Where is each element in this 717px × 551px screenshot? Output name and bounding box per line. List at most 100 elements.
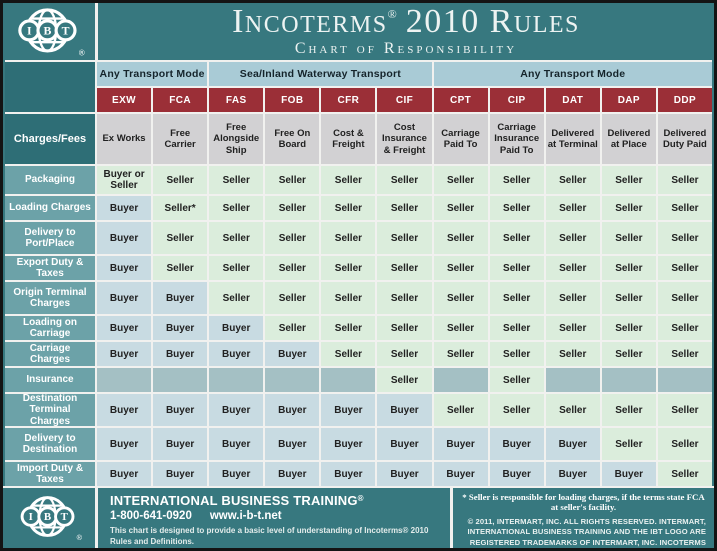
cell-loading-charges-CIP: Seller xyxy=(489,196,544,220)
cell-export-duty-taxes-EXW: Buyer xyxy=(97,256,152,280)
column-header-DDP: DDP xyxy=(657,88,712,112)
cell-loading-on-carriage-CIF: Seller xyxy=(377,316,432,340)
cell-import-duty-taxes-FAS: Buyer xyxy=(209,462,264,486)
cell-import-duty-taxes-DAP: Buyer xyxy=(601,462,656,486)
cell-delivery-to-destination-CIF: Buyer xyxy=(377,428,432,460)
cell-loading-on-carriage-CPT: Seller xyxy=(433,316,488,340)
row-header-insurance: Insurance xyxy=(5,368,95,392)
footer-legal-block: * Seller is responsible for loading char… xyxy=(453,488,714,548)
cell-insurance-FCA xyxy=(153,368,208,392)
cell-delivery-to-port-place-EXW: Buyer xyxy=(97,222,152,254)
fca-footnote: * Seller is responsible for loading char… xyxy=(462,492,705,512)
column-desc-FCA: Free Carrier xyxy=(153,114,208,164)
cell-carriage-charges-FAS: Buyer xyxy=(209,342,264,366)
cell-delivery-to-port-place-FOB: Seller xyxy=(265,222,320,254)
cell-import-duty-taxes-CIP: Buyer xyxy=(489,462,544,486)
svg-text:I: I xyxy=(27,23,32,37)
cell-insurance-DDP xyxy=(657,368,712,392)
cell-loading-charges-DAT: Seller xyxy=(545,196,600,220)
page-footer: I B T ® INTERNATIONAL BUSINESS TRAINING®… xyxy=(3,486,714,548)
svg-text:B: B xyxy=(44,511,51,523)
cell-delivery-to-destination-FCA: Buyer xyxy=(153,428,208,460)
column-desc-CIP: Carriage Insurance Paid To xyxy=(489,114,544,164)
cell-packaging-DDP: Seller xyxy=(657,166,712,194)
cell-loading-on-carriage-FCA: Buyer xyxy=(153,316,208,340)
cell-export-duty-taxes-FAS: Seller xyxy=(209,256,264,280)
website-link[interactable]: www.i-b-t.net xyxy=(209,510,282,522)
cell-carriage-charges-DAP: Seller xyxy=(601,342,656,366)
row-header-packaging: Packaging xyxy=(5,166,95,194)
cell-delivery-to-destination-DAT: Buyer xyxy=(545,428,600,460)
column-header-DAP: DAP xyxy=(601,88,656,112)
cell-delivery-to-destination-EXW: Buyer xyxy=(97,428,152,460)
svg-text:T: T xyxy=(62,23,70,37)
cell-packaging-DAT: Seller xyxy=(545,166,600,194)
cell-origin-terminal-charges-DAP: Seller xyxy=(601,282,656,314)
cell-destination-terminal-charges-FCA: Buyer xyxy=(153,394,208,426)
transport-mode-group-0: Any Transport Mode xyxy=(97,62,208,86)
cell-destination-terminal-charges-DDP: Seller xyxy=(657,394,712,426)
cell-export-duty-taxes-DAP: Seller xyxy=(601,256,656,280)
column-desc-FAS: Free Alongside Ship xyxy=(209,114,264,164)
cell-delivery-to-port-place-CIF: Seller xyxy=(377,222,432,254)
cell-delivery-to-destination-FOB: Buyer xyxy=(265,428,320,460)
cell-carriage-charges-CPT: Seller xyxy=(433,342,488,366)
svg-text:B: B xyxy=(43,23,51,37)
row-header-loading-charges: Loading Charges xyxy=(5,196,95,220)
row-header-export-duty-taxes: Export Duty & Taxes xyxy=(5,256,95,280)
footer-divider-left xyxy=(95,488,98,548)
cell-insurance-FAS xyxy=(209,368,264,392)
cell-carriage-charges-EXW: Buyer xyxy=(97,342,152,366)
cell-loading-on-carriage-CIP: Seller xyxy=(489,316,544,340)
cell-insurance-EXW xyxy=(97,368,152,392)
cell-insurance-DAP xyxy=(601,368,656,392)
cell-delivery-to-port-place-CPT: Seller xyxy=(433,222,488,254)
globe-ibt-icon: I B T ® xyxy=(18,7,85,57)
cell-packaging-FAS: Seller xyxy=(209,166,264,194)
cell-packaging-DAP: Seller xyxy=(601,166,656,194)
globe-ibt-icon: I B T ® xyxy=(20,496,83,542)
cell-packaging-CIF: Seller xyxy=(377,166,432,194)
row-header-origin-terminal-charges: Origin Terminal Charges xyxy=(5,282,95,314)
cell-packaging-CFR: Seller xyxy=(321,166,376,194)
cell-origin-terminal-charges-FAS: Seller xyxy=(209,282,264,314)
cell-loading-on-carriage-DDP: Seller xyxy=(657,316,712,340)
cell-loading-on-carriage-CFR: Seller xyxy=(321,316,376,340)
column-header-FOB: FOB xyxy=(265,88,320,112)
cell-packaging-FCA: Seller xyxy=(153,166,208,194)
charges-fees-header: Charges/Fees xyxy=(5,114,95,164)
column-header-CIF: CIF xyxy=(377,88,432,112)
cell-delivery-to-destination-CFR: Buyer xyxy=(321,428,376,460)
cell-origin-terminal-charges-EXW: Buyer xyxy=(97,282,152,314)
cell-destination-terminal-charges-DAT: Seller xyxy=(545,394,600,426)
cell-destination-terminal-charges-CFR: Buyer xyxy=(321,394,376,426)
cell-origin-terminal-charges-CIP: Seller xyxy=(489,282,544,314)
cell-origin-terminal-charges-CIF: Seller xyxy=(377,282,432,314)
row-header-delivery-to-destination: Delivery to Destination xyxy=(5,428,95,460)
cell-loading-charges-CIF: Seller xyxy=(377,196,432,220)
column-desc-CIF: Cost Insurance & Freight xyxy=(377,114,432,164)
cell-delivery-to-destination-CIP: Buyer xyxy=(489,428,544,460)
phone-number: 1-800-641-0920 xyxy=(110,510,192,522)
svg-text:I: I xyxy=(29,511,33,523)
cell-delivery-to-port-place-CIP: Seller xyxy=(489,222,544,254)
contact-line: 1-800-641-0920 www.i-b-t.net xyxy=(110,510,450,522)
column-header-DAT: DAT xyxy=(545,88,600,112)
cell-packaging-CPT: Seller xyxy=(433,166,488,194)
cell-insurance-DAT xyxy=(545,368,600,392)
cell-packaging-CIP: Seller xyxy=(489,166,544,194)
cell-loading-on-carriage-DAT: Seller xyxy=(545,316,600,340)
cell-loading-charges-FAS: Seller xyxy=(209,196,264,220)
cell-export-duty-taxes-DAT: Seller xyxy=(545,256,600,280)
cell-destination-terminal-charges-CPT: Seller xyxy=(433,394,488,426)
cell-import-duty-taxes-FCA: Buyer xyxy=(153,462,208,486)
column-desc-DDP: Delivered Duty Paid xyxy=(657,114,712,164)
cell-delivery-to-port-place-FAS: Seller xyxy=(209,222,264,254)
cell-import-duty-taxes-CPT: Buyer xyxy=(433,462,488,486)
header-divider xyxy=(95,3,98,60)
cell-delivery-to-destination-CPT: Buyer xyxy=(433,428,488,460)
cell-loading-charges-FOB: Seller xyxy=(265,196,320,220)
column-header-FCA: FCA xyxy=(153,88,208,112)
cell-packaging-EXW: Buyer or Seller xyxy=(97,166,152,194)
disclaimer-text: This chart is designed to provide a basi… xyxy=(110,526,429,548)
